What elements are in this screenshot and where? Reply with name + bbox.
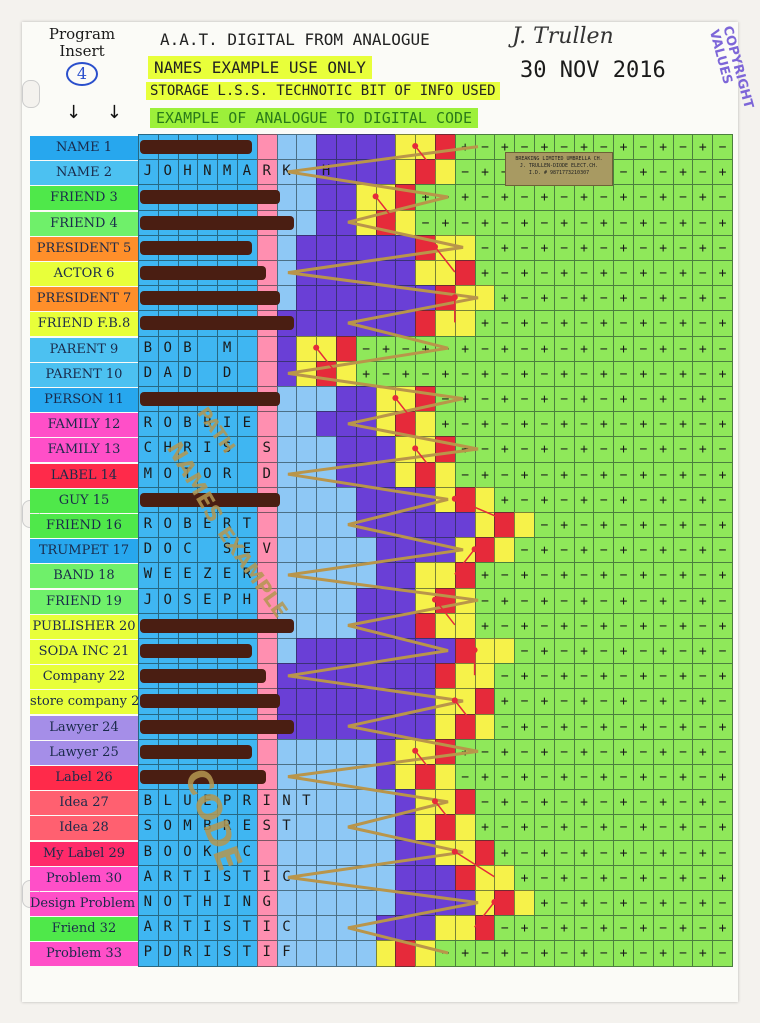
red-dot (313, 344, 320, 351)
title-line-2: NAMES EXAMPLE USE ONLY (148, 56, 372, 79)
red-dot (491, 899, 498, 905)
title-line-4: EXAMPLE OF ANALOGUE TO DIGITAL CODE (150, 108, 479, 128)
insert-label: Insert (59, 42, 105, 60)
row-label: NAME 2 (30, 161, 138, 186)
red-link-line (414, 145, 436, 172)
program-number: 4 (66, 62, 98, 86)
red-dot (432, 798, 438, 805)
row-label: Lawyer 25 (30, 740, 138, 765)
red-dot (372, 193, 379, 200)
row-label: Friend 32 (30, 917, 138, 942)
row-label: TRUMPET 17 (30, 539, 138, 564)
red-link-line (434, 599, 456, 626)
red-dot (412, 747, 419, 754)
row-label: PRESIDENT 5 (30, 236, 138, 261)
title-line-1: A.A.T. DIGITAL FROM ANALOGUE (160, 30, 430, 49)
signature: J. Trullen (512, 24, 614, 49)
red-link-line (375, 195, 396, 223)
row-label: PARENT 10 (30, 362, 138, 387)
row-label: PERSON 11 (30, 388, 138, 412)
program-label: Program (48, 25, 116, 43)
row-label: FRIEND 4 (30, 211, 138, 236)
row-label: FRIEND 3 (30, 186, 138, 211)
row-label: ACTOR 6 (30, 262, 138, 286)
grid-cell: − (712, 335, 733, 362)
red-dot (471, 647, 478, 653)
red-dot (451, 495, 458, 502)
red-dot (471, 546, 478, 553)
red-dot (432, 243, 438, 250)
row-label: store company 23 (30, 690, 138, 715)
row-label: FRIEND 16 (30, 514, 138, 538)
row-label: Design Problem 31 (30, 892, 138, 916)
red-link-line (454, 498, 515, 525)
red-link-line (454, 699, 476, 727)
row-label: Problem 30 (30, 866, 138, 891)
red-link-line (474, 901, 495, 928)
row-label: BAND 18 (30, 564, 138, 589)
red-link-line (454, 548, 476, 575)
red-link-line (414, 750, 436, 777)
red-link-line (414, 447, 436, 475)
row-label: PUBLISHER 20 (30, 614, 138, 639)
row-label: SODA INC 21 (30, 640, 138, 664)
grid-cell: − (712, 234, 733, 261)
row-label: NAME 1 (30, 136, 138, 160)
row-label: FRIEND 19 (30, 589, 138, 614)
row-label: FRIEND F.B.8 (30, 312, 138, 337)
binder-hole-top (22, 80, 40, 108)
row-label: GUY 15 (30, 488, 138, 513)
red-dot (451, 697, 458, 704)
row-label: Company 22 (30, 665, 138, 690)
row-label: PARENT 9 (30, 337, 138, 362)
red-link-line (454, 850, 495, 878)
red-dot (451, 848, 458, 855)
row-label: FAMILY 13 (30, 438, 138, 463)
red-dot (392, 395, 399, 401)
red-dot (412, 143, 419, 149)
grid-cell: + (712, 310, 733, 337)
title-line-3: STORAGE L.S.S. TECHNOTIC BIT OF INFO USE… (146, 82, 500, 100)
red-dot (432, 596, 438, 603)
grid-cell: + (712, 260, 733, 287)
row-label: Idea 28 (30, 816, 138, 841)
gold-zigzag-path (287, 145, 479, 955)
red-link-line (434, 800, 456, 827)
row-label: LABEL 14 (30, 463, 138, 488)
row-label: Idea 27 (30, 791, 138, 816)
program-insert-box: Program Insert 4 (30, 26, 134, 88)
row-label: Label 26 (30, 766, 138, 790)
row-label: FAMILY 12 (30, 413, 138, 438)
grid-cell: + (712, 209, 733, 236)
red-dot (412, 445, 419, 452)
row-label: My Label 29 (30, 841, 138, 866)
red-dot (451, 294, 458, 301)
down-arrows-icon: ↓ ↓ (66, 102, 132, 123)
row-label: PRESIDENT 7 (30, 287, 138, 312)
row-label: Problem 33 (30, 942, 138, 967)
date-text: 30 NOV 2016 (520, 58, 666, 83)
row-label: Lawyer 24 (30, 715, 138, 740)
grid-cell: + (712, 360, 733, 387)
